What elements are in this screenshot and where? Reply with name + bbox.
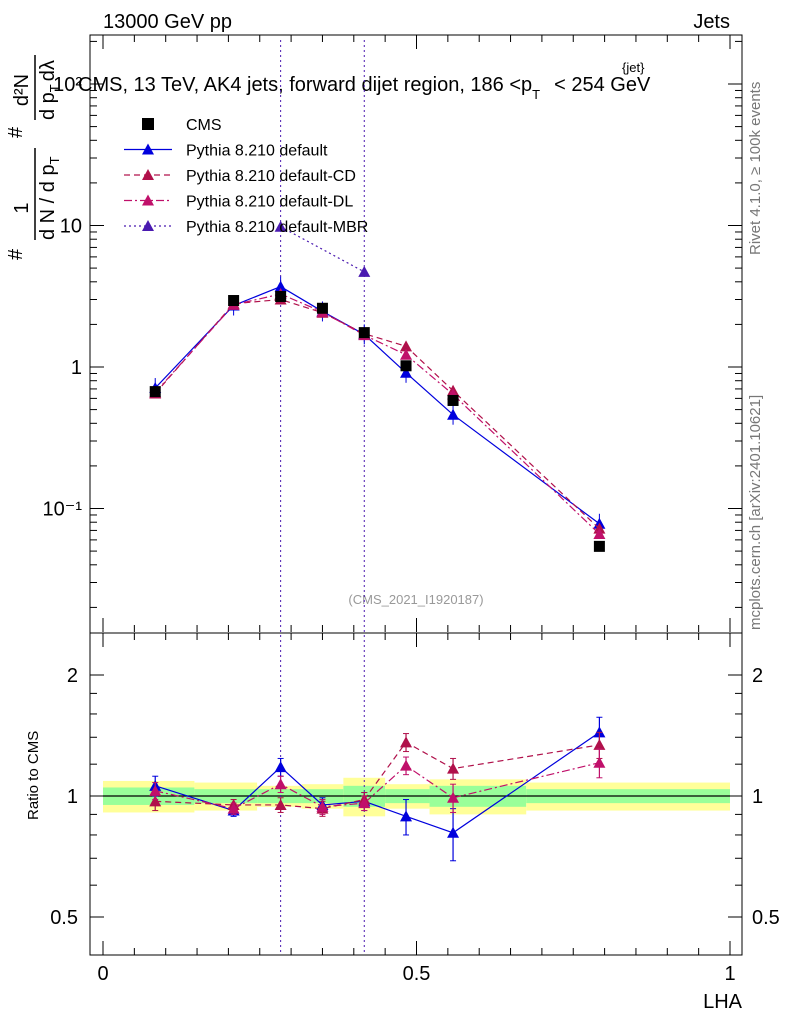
- ratio-line: [155, 762, 600, 810]
- x-tick-label: 1: [724, 963, 735, 985]
- ratio-bands: [103, 777, 730, 817]
- ratio-ylabel: Ratio to CMS: [25, 731, 42, 820]
- ratio-marker: [358, 797, 371, 809]
- legend-label: Pythia 8.210 default: [186, 143, 328, 160]
- series-line: [154, 293, 600, 535]
- legend-marker: [142, 169, 154, 180]
- ylabel-hash-1: #: [5, 248, 27, 260]
- ratio-marker: [593, 738, 606, 750]
- legend-marker: [142, 194, 154, 206]
- series-marker: [593, 528, 606, 540]
- series-marker: [400, 340, 413, 352]
- ratio-marker: [149, 795, 162, 807]
- watermark: (CMS_2021_I1920187): [348, 592, 483, 607]
- ratio-y-tick-label: 2: [752, 665, 763, 687]
- x-tick-label: 0: [97, 963, 108, 985]
- ratio-marker: [227, 802, 240, 814]
- legend-marker: [142, 220, 154, 231]
- series-marker: [274, 220, 287, 232]
- ylabel-frac-den: d N / d pT: [37, 156, 62, 240]
- ratio-y-tick-label: 1: [752, 786, 763, 808]
- title-prefix: CMS, 13 TeV, AK4 jets, forward dijet reg…: [78, 74, 532, 96]
- legend-label: Pythia 8.210 default-CD: [186, 168, 356, 185]
- title-sub: T: [532, 87, 540, 102]
- cms-data-point: [358, 327, 370, 339]
- ratio-marker: [593, 756, 606, 768]
- ratio-marker: [400, 759, 413, 771]
- ratio-y-tick-label: 2: [67, 665, 78, 687]
- y-tick-label: 1: [71, 357, 82, 379]
- y-tick-label: 10²: [53, 74, 82, 96]
- axis-ticks: 10⁻¹ 1 10 10² 0 0.5 1 0.5 0.5 1 1 2 2: [43, 35, 780, 985]
- ratio-marker: [400, 736, 413, 748]
- ratio-y-tick-label: 0.5: [752, 907, 780, 929]
- ylabel-deriv-num: d²N: [11, 74, 33, 106]
- title-suffix: < 254 GeV: [554, 74, 651, 96]
- ratio-marker: [316, 800, 329, 812]
- ratio-y-tick-label: 0.5: [50, 907, 78, 929]
- ratio-marker: [274, 798, 287, 810]
- cms-data-point: [593, 540, 605, 552]
- ratio-line: [155, 741, 600, 810]
- x-tick-label: 0.5: [403, 963, 431, 985]
- ratio-y-tick-label: 1: [67, 786, 78, 808]
- legend-label: CMS: [186, 117, 222, 134]
- series-marker: [447, 408, 460, 420]
- series-line: [280, 226, 365, 273]
- header-left: 13000 GeV pp: [103, 11, 232, 33]
- y-tick-label: 10: [60, 216, 82, 238]
- cms-data-point: [228, 295, 240, 307]
- title-sup: {jet}: [622, 60, 645, 75]
- x-axis-label: LHA: [703, 991, 743, 1013]
- ratio-marker: [400, 810, 413, 822]
- ylabel-deriv-den: d pTdλ: [37, 60, 62, 120]
- rivet-label: Rivet 4.1.0, ≥ 100k events: [747, 82, 764, 255]
- legend: CMS Pythia 8.210 default Pythia 8.210 defa…: [124, 117, 368, 236]
- main-ylabel: # 1 d N / d pT # d²N d pTdλ: [5, 55, 62, 260]
- cms-data-point: [400, 360, 412, 372]
- cms-data-point: [447, 394, 459, 406]
- main-series: [149, 40, 606, 955]
- legend-label: Pythia 8.210 default-DL: [186, 194, 353, 211]
- legend-label: Pythia 8.210 default-MBR: [186, 219, 368, 236]
- legend-marker: [142, 118, 154, 130]
- ratio-marker: [447, 791, 460, 803]
- ratio-marker: [274, 761, 287, 773]
- y-tick-label: 10⁻¹: [43, 499, 83, 521]
- series-marker: [400, 348, 413, 360]
- series-marker: [274, 280, 287, 292]
- cms-data-point: [316, 302, 328, 314]
- ratio-marker: [274, 778, 287, 790]
- cms-data-point: [149, 386, 161, 398]
- mcplots-label: mcplots.cern.ch [arXiv:2401.10621]: [747, 395, 764, 630]
- ratio-line: [155, 731, 600, 834]
- series-line: [154, 285, 600, 525]
- series-marker: [358, 265, 371, 277]
- ratio-marker: [447, 826, 460, 838]
- cms-data-point: [275, 290, 287, 302]
- legend-marker: [142, 143, 154, 155]
- ylabel-frac-num: 1: [11, 202, 33, 213]
- series-marker: [400, 366, 413, 378]
- ylabel-hash-2: #: [5, 126, 27, 138]
- ratio-marker: [447, 762, 460, 774]
- ratio-marker: [149, 784, 162, 796]
- plot-title: CMS, 13 TeV, AK4 jets, forward dijet reg…: [78, 74, 651, 102]
- series-line: [154, 298, 600, 530]
- header-right: Jets: [693, 11, 730, 33]
- ratio-series: [149, 716, 606, 862]
